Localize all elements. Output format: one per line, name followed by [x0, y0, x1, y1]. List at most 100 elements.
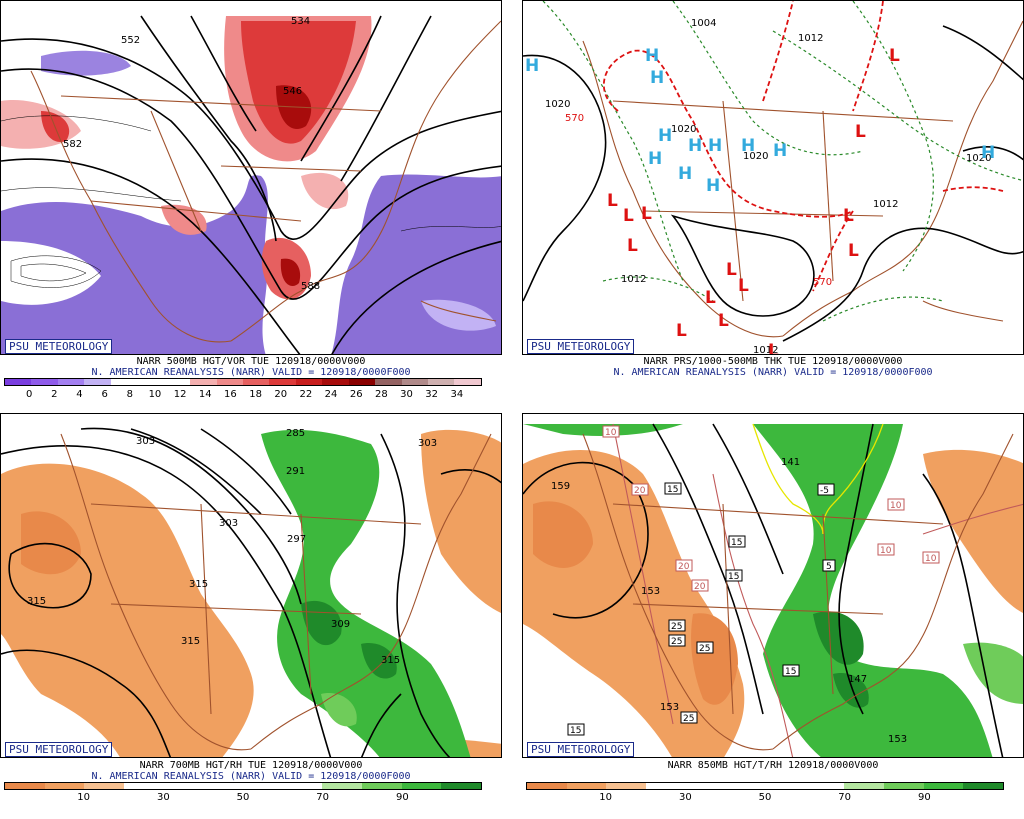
colorbar-tick: 6	[101, 389, 108, 400]
contour-label: 141	[781, 457, 800, 468]
isobar-label: 1020	[743, 151, 768, 162]
moist-area	[963, 642, 1023, 704]
thickness-low	[542, 1, 1023, 322]
vort-high-area	[161, 204, 207, 235]
panel-title: NARR PRS/1000-500MB THK TUE 120918/0000V…	[643, 356, 903, 367]
colorbar-tick: 90	[917, 792, 931, 803]
temp-box: 20	[631, 483, 649, 496]
map-area: 303 285 303 291 297 303 315 315 309 315 …	[0, 413, 502, 758]
colorbar-tick: 0	[25, 389, 33, 400]
colorbar-swatch	[454, 379, 481, 385]
low-marker: L	[889, 46, 900, 66]
temp-box: 15	[728, 535, 746, 548]
colorbar-tick: 4	[76, 389, 83, 400]
high-marker: H	[658, 126, 672, 146]
colorbar-tick: 14	[198, 389, 212, 400]
svg-text:25: 25	[671, 637, 682, 647]
vorticity-contours	[1, 115, 501, 288]
colorbar-swatch	[884, 783, 924, 789]
colorbar-swatch	[203, 783, 244, 789]
contour-label: 153	[660, 702, 679, 713]
vort-low-area	[41, 50, 131, 76]
temp-box: -5	[817, 483, 835, 496]
colorbar-swatch	[375, 379, 402, 385]
high-marker: H	[525, 56, 539, 76]
contour-label: 159	[551, 481, 570, 492]
dry-area	[421, 429, 501, 613]
colorbar-ticks: 10 30 50 70 90	[526, 792, 1004, 804]
colorbar-tick: 50	[236, 792, 250, 803]
colorbar-tick: 10	[77, 792, 91, 803]
isobar-label: 1004	[691, 18, 716, 29]
colorbar-tick: 70	[838, 792, 852, 803]
isobar-label: 1012	[753, 345, 778, 355]
colorbar-tick: 10	[148, 389, 162, 400]
contour-label: 285	[286, 428, 305, 439]
svg-text:15: 15	[667, 485, 678, 495]
svg-text:25: 25	[671, 622, 682, 632]
panel-pressure-thickness: 1004 1012 1020 1020 1020 1020 570 570 10…	[522, 0, 1024, 406]
contour-label: 315	[27, 596, 46, 607]
colorbar-swatch	[5, 379, 32, 385]
colorbar	[526, 782, 1004, 790]
thickness-high	[602, 1, 1004, 292]
svg-text:-5: -5	[820, 486, 829, 496]
contour-label: 315	[189, 579, 208, 590]
contour-label: 315	[381, 655, 400, 666]
isobar-label: 1012	[798, 33, 823, 44]
colorbar-swatch	[44, 783, 85, 789]
low-marker: L	[718, 311, 729, 331]
low-marker: L	[705, 288, 716, 308]
vort-low-area	[1, 175, 268, 354]
psu-badge: PSU METEOROLOGY	[527, 742, 635, 757]
contour-label: 588	[301, 281, 320, 292]
colorbar-swatch	[295, 379, 323, 385]
colorbar-tick: 18	[249, 389, 262, 400]
psu-badge: PSU METEOROLOGY	[5, 339, 113, 354]
svg-text:10: 10	[890, 501, 902, 511]
low-marker: L	[843, 206, 854, 226]
low-marker: L	[738, 276, 749, 296]
colorbar-swatch	[606, 783, 647, 789]
temp-box: 15	[725, 569, 743, 582]
colorbar-swatch	[765, 783, 805, 789]
colorbar-swatch	[243, 783, 283, 789]
colorbar-swatch	[441, 783, 482, 789]
high-marker: H	[706, 176, 720, 196]
dry-area	[533, 501, 593, 568]
svg-text:10: 10	[925, 554, 937, 564]
high-marker: H	[650, 68, 664, 88]
high-marker: H	[773, 141, 787, 161]
isobars	[523, 25, 1023, 342]
temp-box: 15	[664, 482, 682, 495]
colorbar-swatch	[282, 783, 323, 789]
panel-500mb-vorticity: 552 546 534 582 588 PSU METEOROLOGY NARR…	[0, 0, 502, 406]
temp-box: 10	[922, 551, 940, 564]
isobar-label: 1012	[873, 199, 898, 210]
colorbar-swatch	[5, 783, 45, 789]
height-contours	[523, 423, 1004, 757]
height-contours	[1, 427, 501, 757]
colorbar-tick: 2	[51, 389, 58, 400]
colorbar-swatch	[348, 379, 376, 385]
colorbar-swatch	[804, 783, 845, 789]
temperature-contours	[612, 423, 1023, 757]
temp-box: 5	[822, 559, 836, 572]
low-marker: L	[855, 122, 866, 142]
colorbar-ticks: 10 30 50 70 90	[4, 792, 482, 804]
contour-labels: 552 546 534 582 588	[63, 16, 320, 292]
contour-label: 534	[291, 16, 310, 27]
svg-text:20: 20	[678, 562, 690, 572]
svg-text:10: 10	[880, 546, 892, 556]
high-marker: H	[708, 136, 722, 156]
coastline	[582, 20, 1023, 338]
high-marker: H	[645, 46, 659, 66]
contour-labels: 303 285 303 291 297 303 315 315 309 315 …	[27, 428, 437, 666]
low-marker: L	[607, 191, 618, 211]
colorbar-tick: 8	[126, 389, 133, 400]
thickness-label: 570	[565, 113, 584, 124]
colorbar	[4, 782, 482, 790]
panel-subtitle: N. AMERICAN REANALYSIS (NARR) VALID = 12…	[613, 367, 933, 378]
dry-area	[21, 511, 81, 575]
svg-text:10: 10	[605, 428, 617, 438]
